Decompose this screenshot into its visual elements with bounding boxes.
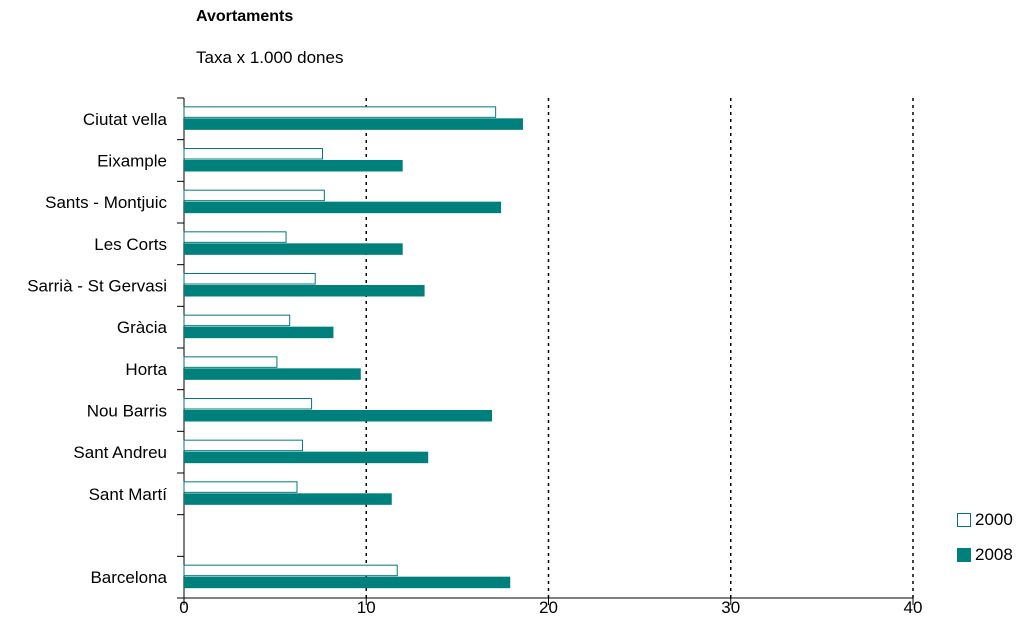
legend-label-2000: 2000	[975, 510, 1013, 529]
category-label: Les Corts	[94, 235, 167, 254]
x-tick-label: 20	[539, 598, 558, 617]
bar-2000	[183, 189, 325, 202]
x-tick-label: 40	[904, 598, 923, 617]
bar-2000	[183, 314, 291, 327]
bar-2008	[184, 410, 493, 422]
bar-2008	[184, 368, 361, 380]
bar-2008	[184, 493, 392, 505]
category-label: Horta	[125, 360, 167, 379]
legend-swatch-2000	[957, 513, 971, 527]
x-tick-label: 10	[357, 598, 376, 617]
legend-swatch-2008	[957, 548, 971, 562]
bar-2008	[184, 201, 502, 214]
category-label: Eixample	[97, 152, 167, 171]
bar-2000	[183, 481, 298, 493]
bar-2008	[184, 160, 403, 172]
bar-2000	[183, 148, 324, 160]
category-label: Ciutat vella	[83, 110, 168, 129]
category-label: Sarrià - St Gervasi	[27, 277, 167, 296]
bar-2000	[183, 273, 316, 285]
bar-2000	[183, 439, 303, 452]
chart-subtitle: Taxa x 1.000 dones	[196, 48, 344, 67]
category-label: Sants - Montjuic	[45, 193, 167, 212]
category-label: Barcelona	[90, 568, 167, 587]
bar-2008	[184, 451, 429, 464]
bar-2008	[184, 576, 511, 589]
bar-2000	[183, 564, 398, 577]
x-tick-label: 30	[721, 598, 740, 617]
x-tick-label: 0	[179, 598, 188, 617]
category-label: Gràcia	[117, 318, 168, 337]
legend-label-2008: 2008	[975, 545, 1013, 564]
chart-title: Avortaments	[196, 8, 294, 25]
legend-item-2000: 2000	[957, 510, 1013, 530]
category-label: Sant Martí	[89, 485, 168, 504]
bar-2000	[183, 231, 287, 243]
category-label: Nou Barris	[87, 402, 167, 421]
bar-2008	[184, 285, 425, 297]
bar-2008	[184, 326, 334, 339]
bar-2000	[183, 106, 497, 118]
bar-2000	[183, 398, 313, 410]
bar-2008	[184, 118, 523, 130]
legend-item-2008: 2008	[957, 545, 1013, 565]
category-label: Sant Andreu	[73, 443, 167, 462]
bar-2008	[184, 243, 403, 255]
bar-2000	[183, 356, 278, 368]
